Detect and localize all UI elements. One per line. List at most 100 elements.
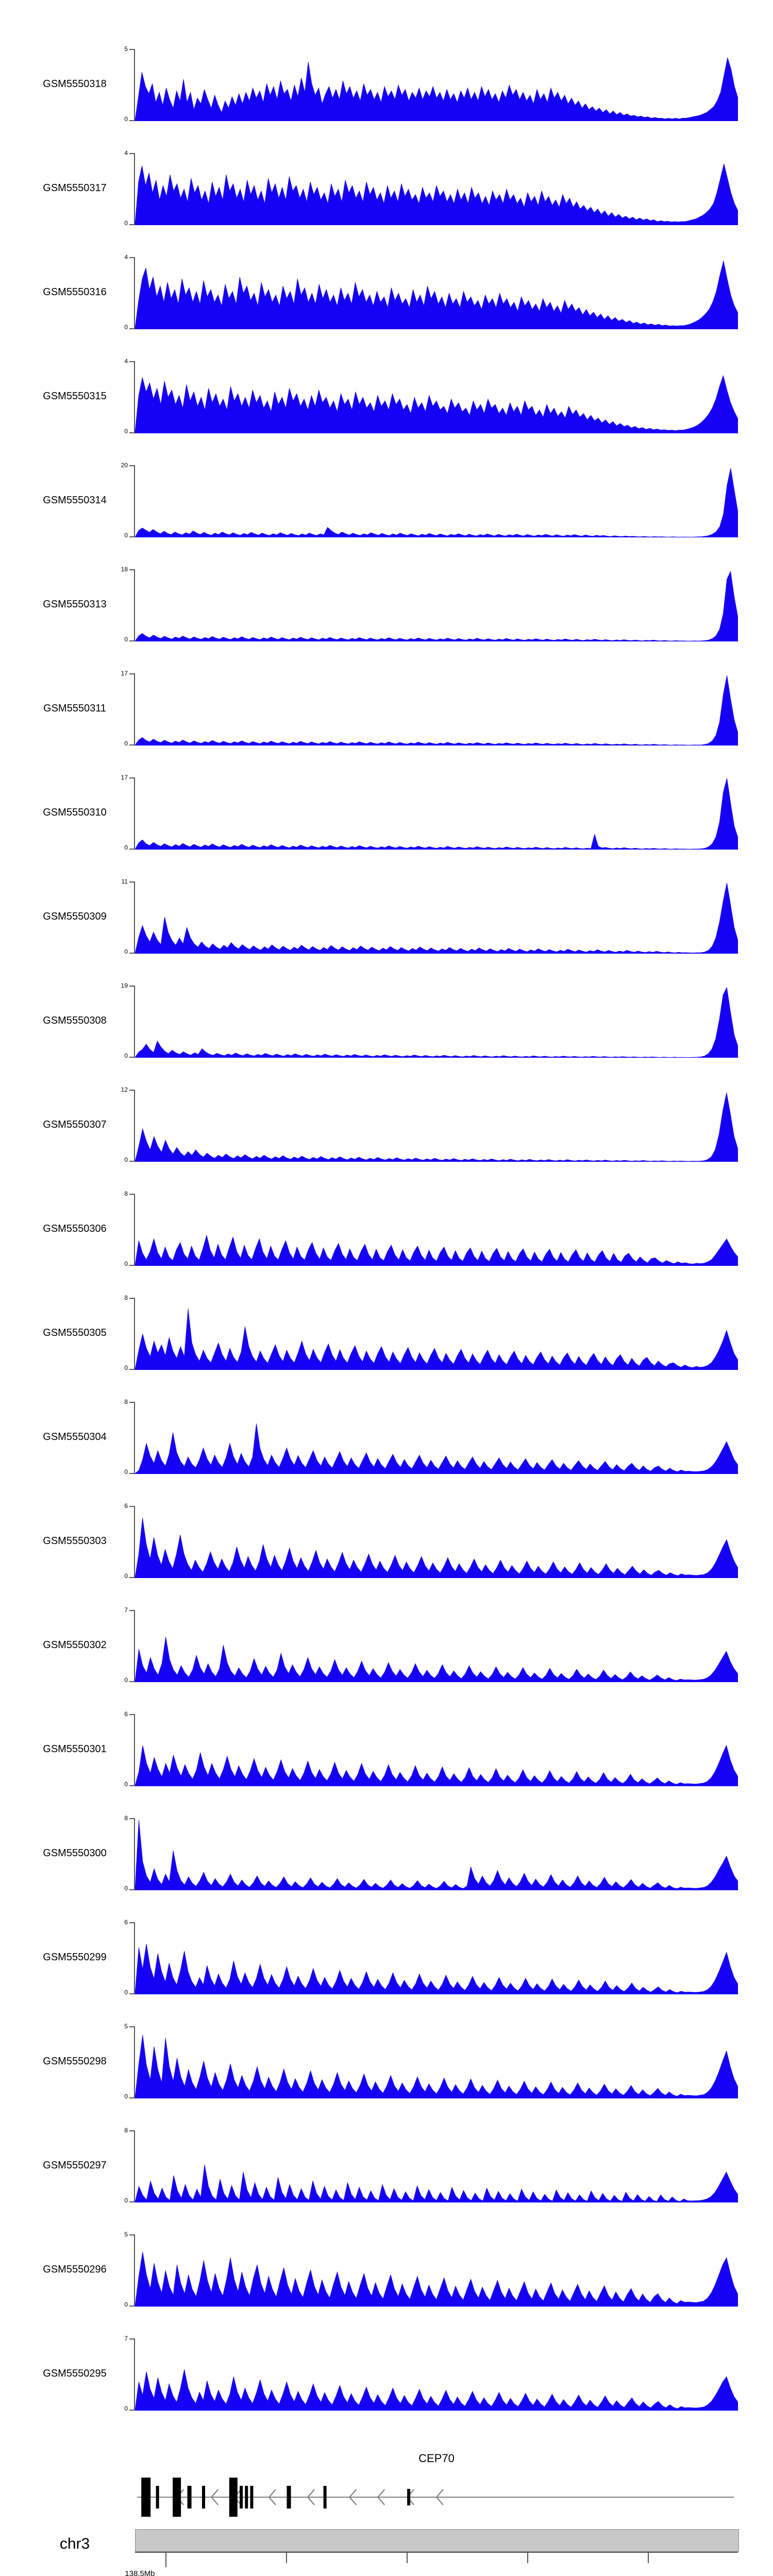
y-axis-max-label: 6 bbox=[124, 1710, 128, 1718]
track-label-GSM5550307: GSM5550307 bbox=[43, 1119, 107, 1130]
track-label-GSM5550306: GSM5550306 bbox=[43, 1223, 107, 1234]
y-axis-tick bbox=[129, 1402, 134, 1403]
y-axis: 20 0 bbox=[121, 462, 135, 538]
y-axis-max-label: 5 bbox=[124, 45, 128, 53]
y-axis-line bbox=[134, 1402, 135, 1474]
y-axis-line bbox=[134, 882, 135, 954]
track-label-GSM5550302: GSM5550302 bbox=[43, 1639, 107, 1651]
coverage-area bbox=[135, 569, 738, 641]
y-axis-max-label: 4 bbox=[124, 358, 128, 365]
y-axis-tick bbox=[129, 49, 134, 50]
track-label-GSM5550301: GSM5550301 bbox=[43, 1743, 107, 1755]
y-axis-line bbox=[134, 1194, 135, 1266]
chromosome-ideogram-bar[interactable] bbox=[135, 2529, 739, 2552]
y-axis: 17 0 bbox=[121, 774, 135, 851]
track-label-GSM5550300: GSM5550300 bbox=[43, 1848, 107, 1859]
y-axis-tick bbox=[129, 2410, 134, 2411]
track-label-GSM5550305: GSM5550305 bbox=[43, 1327, 107, 1338]
y-axis-tick bbox=[129, 153, 134, 154]
coverage-area bbox=[135, 1298, 738, 1370]
chromosome-label: chr3 bbox=[59, 2535, 90, 2552]
y-axis-tick bbox=[129, 673, 134, 674]
y-axis-tick bbox=[129, 986, 134, 987]
y-axis-min-label: 0 bbox=[124, 2405, 128, 2412]
y-axis-tick bbox=[129, 432, 134, 433]
y-axis-min-label: 0 bbox=[124, 1052, 128, 1059]
y-axis-tick bbox=[129, 1161, 134, 1162]
y-axis-tick bbox=[129, 777, 134, 778]
y-axis-tick bbox=[129, 2130, 134, 2131]
y-axis-max-label: 5 bbox=[124, 2231, 128, 2238]
y-axis-min-label: 0 bbox=[124, 1989, 128, 1996]
y-axis-min-label: 0 bbox=[124, 2301, 128, 2308]
track-label-GSM5550308: GSM5550308 bbox=[43, 1015, 107, 1026]
coverage-area bbox=[135, 1714, 738, 1786]
coverage-area bbox=[135, 673, 738, 745]
ruler-tick bbox=[647, 2552, 649, 2563]
ruler-position-label: 138.5Mb bbox=[125, 2569, 155, 2576]
y-axis-max-label: 8 bbox=[124, 1190, 128, 1197]
y-axis-min-label: 0 bbox=[124, 532, 128, 539]
y-axis-line bbox=[134, 153, 135, 225]
track-label-GSM5550318: GSM5550318 bbox=[43, 78, 107, 90]
y-axis-line bbox=[134, 1922, 135, 1994]
y-axis: 19 0 bbox=[121, 982, 135, 1059]
y-axis-max-label: 18 bbox=[121, 566, 128, 573]
coverage-area bbox=[135, 882, 738, 954]
y-axis-line bbox=[134, 673, 135, 745]
track-label-GSM5550317: GSM5550317 bbox=[43, 182, 107, 194]
y-axis-tick bbox=[129, 1610, 134, 1611]
y-axis-line bbox=[134, 986, 135, 1058]
ruler-tick bbox=[527, 2552, 528, 2563]
track-label-GSM5550296: GSM5550296 bbox=[43, 2264, 107, 2275]
y-axis-line bbox=[134, 361, 135, 433]
y-axis-max-label: 8 bbox=[124, 1398, 128, 1405]
track-label-GSM5550315: GSM5550315 bbox=[43, 391, 107, 402]
coverage-area bbox=[135, 49, 738, 121]
y-axis-tick bbox=[129, 1194, 134, 1195]
coverage-area bbox=[135, 1922, 738, 1994]
y-axis-tick bbox=[129, 1265, 134, 1266]
y-axis-tick bbox=[129, 1577, 134, 1578]
y-axis-max-label: 4 bbox=[124, 149, 128, 157]
track-label-GSM5550299: GSM5550299 bbox=[43, 1952, 107, 1963]
y-axis-tick bbox=[129, 1473, 134, 1474]
track-label-GSM5550298: GSM5550298 bbox=[43, 2056, 107, 2067]
y-axis-max-label: 8 bbox=[124, 2127, 128, 2134]
y-axis-line bbox=[134, 1298, 135, 1370]
y-axis-min-label: 0 bbox=[124, 2197, 128, 2204]
coverage-area bbox=[135, 257, 738, 329]
y-axis-tick bbox=[129, 1506, 134, 1507]
y-axis-tick bbox=[129, 1681, 134, 1682]
y-axis-max-label: 12 bbox=[121, 1086, 128, 1093]
y-axis-tick bbox=[129, 640, 134, 641]
y-axis-max-label: 17 bbox=[121, 670, 128, 677]
y-axis-max-label: 20 bbox=[121, 462, 128, 469]
y-axis-tick bbox=[129, 1298, 134, 1299]
coverage-area bbox=[135, 1402, 738, 1474]
y-axis-tick bbox=[129, 465, 134, 466]
y-axis-tick bbox=[129, 1714, 134, 1715]
y-axis-tick bbox=[129, 1090, 134, 1091]
y-axis: 11 0 bbox=[122, 878, 135, 955]
y-axis-tick bbox=[129, 257, 134, 258]
coverage-area bbox=[135, 777, 738, 850]
y-axis-min-label: 0 bbox=[124, 1885, 128, 1892]
coverage-area bbox=[135, 986, 738, 1058]
y-axis-tick bbox=[129, 361, 134, 362]
y-axis-min-label: 0 bbox=[124, 1781, 128, 1788]
y-axis-tick bbox=[129, 2026, 134, 2027]
y-axis-line bbox=[134, 1714, 135, 1786]
coverage-area bbox=[135, 1818, 738, 1890]
y-axis-line bbox=[134, 465, 135, 537]
y-axis-tick bbox=[129, 1369, 134, 1370]
y-axis-max-label: 8 bbox=[124, 1294, 128, 1301]
y-axis-min-label: 0 bbox=[124, 740, 128, 747]
y-axis-max-label: 4 bbox=[124, 253, 128, 261]
